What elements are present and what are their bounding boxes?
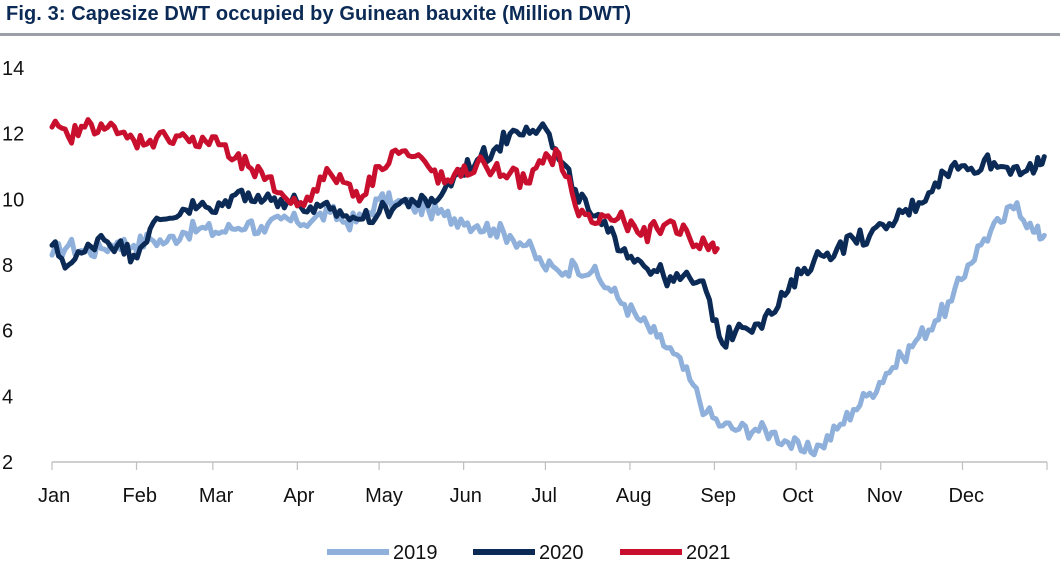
legend-label-2021: 2021	[686, 542, 731, 564]
y-tick-label: 8	[2, 255, 13, 277]
x-tick-label: Aug	[616, 485, 652, 507]
title-rule	[0, 33, 1060, 36]
x-tick-label: Oct	[782, 485, 814, 507]
x-tick-label: Jun	[450, 485, 482, 507]
x-tick-label: Dec	[948, 485, 984, 507]
series-line-2019	[49, 190, 1047, 458]
series-line-2020	[49, 121, 1047, 350]
x-tick-label: Nov	[867, 485, 903, 507]
series-layer	[49, 117, 1047, 458]
x-tick-label: Feb	[123, 485, 157, 507]
x-tick-label: Mar	[199, 485, 234, 507]
x-tick-label: Jan	[38, 485, 70, 507]
chart-title: Fig. 3: Capesize DWT occupied by Guinean…	[6, 3, 632, 25]
y-tick-label: 2	[2, 452, 13, 474]
series-line-2021	[49, 117, 720, 255]
y-tick-label: 10	[2, 189, 24, 211]
x-tick-label: Apr	[283, 485, 314, 507]
x-tick-label: Jul	[531, 485, 557, 507]
y-tick-label: 14	[2, 58, 24, 80]
legend-label-2019: 2019	[393, 542, 438, 564]
legend: 2019 2020 2021	[327, 542, 731, 564]
axis-layer: 2 4 6 8 10 12 14 Jan Feb Mar Apr May Jun Jul Aug Sep Oct…	[2, 58, 1048, 507]
y-tick-label: 6	[2, 321, 13, 343]
x-tick-label: Sep	[700, 485, 736, 507]
y-tick-label: 12	[2, 124, 24, 146]
x-tick-label: May	[365, 485, 403, 507]
y-tick-label: 4	[2, 386, 13, 408]
legend-label-2020: 2020	[539, 542, 584, 564]
